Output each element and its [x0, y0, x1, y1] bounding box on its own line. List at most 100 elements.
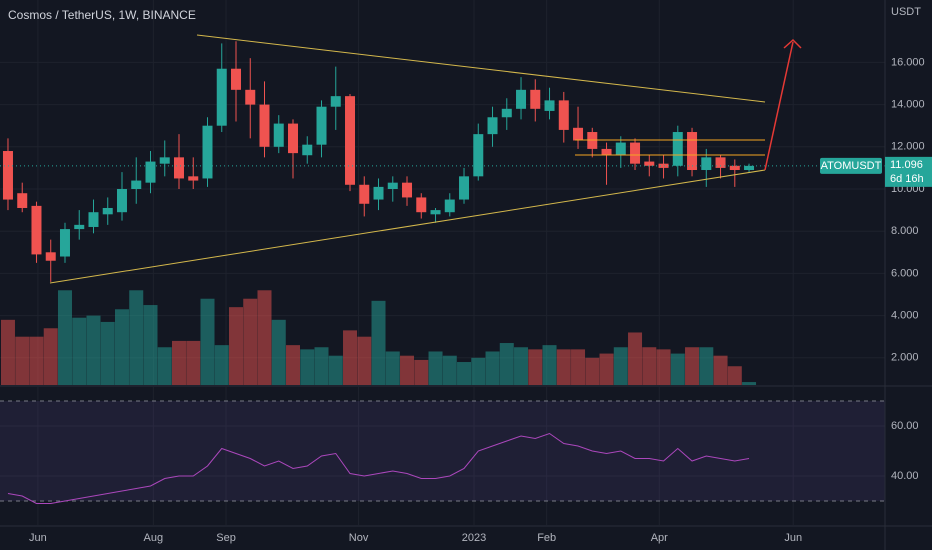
volume-bar: [343, 330, 358, 385]
volume-bar: [314, 347, 329, 385]
volume-bar: [0, 319, 15, 385]
candle-body: [316, 106, 327, 145]
candle-body: [2, 151, 13, 200]
trend-line-lower: [49, 169, 766, 284]
x-tick-label: Apr: [651, 532, 668, 544]
candle-body: [744, 165, 755, 171]
rsi-band-fill: [0, 401, 885, 501]
y-tick-label: 16.000: [891, 56, 925, 68]
candle-body: [288, 123, 299, 154]
volume-bar: [200, 298, 215, 385]
volume-bar: [15, 336, 30, 385]
candle-body: [701, 157, 712, 171]
forecast-arrowhead: [783, 38, 802, 49]
volume-bar: [571, 349, 586, 385]
volume-bar: [727, 366, 742, 385]
price-tag: [885, 156, 932, 187]
symbol-tag: [820, 157, 882, 174]
volume-bar: [442, 355, 457, 385]
candle-body: [416, 197, 427, 213]
candle-body: [687, 132, 698, 171]
candle-body: [88, 212, 99, 227]
volume-bar: [485, 351, 500, 385]
volume-bar: [628, 332, 643, 385]
volume-bar: [428, 351, 443, 385]
axis-label: USDT: [891, 6, 921, 18]
candle-body: [601, 148, 612, 156]
candle-body: [359, 184, 370, 204]
volume-bar: [685, 347, 700, 385]
volume-bar: [414, 359, 429, 385]
volume-bar: [400, 355, 415, 385]
candle-body: [573, 127, 584, 141]
x-tick-label: Jun: [29, 532, 47, 544]
x-tick-label: Feb: [537, 532, 556, 544]
candle-body: [259, 104, 270, 147]
candle-body: [216, 68, 227, 126]
volume-bar: [143, 305, 158, 385]
candle-body: [231, 68, 241, 90]
candle-body: [729, 165, 740, 171]
candle-body: [387, 182, 398, 189]
volume-bar: [742, 382, 757, 385]
candle-body: [615, 142, 626, 156]
volume-bar: [271, 319, 286, 385]
trend-line-upper: [196, 34, 766, 103]
volume-bar: [613, 347, 628, 385]
candle-body: [373, 186, 384, 200]
volume-bar: [642, 347, 657, 385]
volume-bar: [371, 300, 386, 385]
candle-body: [430, 210, 441, 215]
volume-bar: [499, 343, 514, 385]
x-tick-label: Sep: [216, 532, 236, 544]
candle-body: [630, 142, 641, 164]
volume-bar: [457, 362, 472, 385]
x-tick-label: 2023: [462, 532, 486, 544]
volume-bar: [656, 349, 671, 385]
volume-bar: [528, 349, 543, 385]
volume-bar: [129, 290, 144, 385]
volume-bar: [300, 349, 315, 385]
volume-bar: [171, 340, 186, 385]
candle-body: [188, 176, 199, 181]
candle-body: [45, 252, 56, 261]
volume-bar: [214, 345, 229, 385]
symbol-label: ATOMUSDT: [821, 160, 882, 172]
volume-bar: [29, 336, 44, 385]
candle-body: [145, 161, 156, 183]
forecast-arrow: [764, 41, 794, 171]
volume-bar: [186, 340, 201, 385]
candle-body: [273, 123, 284, 147]
x-tick-label: Aug: [144, 532, 164, 544]
candle-body: [558, 100, 569, 130]
y-tick-label: 60.00: [891, 420, 919, 432]
candle-body: [131, 180, 142, 189]
candle-body: [658, 163, 669, 168]
volume-bar: [257, 290, 272, 385]
volume-bar: [357, 336, 372, 385]
candle-body: [302, 144, 313, 156]
candle-body: [173, 157, 184, 179]
y-tick-label: 2.000: [891, 352, 919, 364]
volume-bar: [100, 321, 115, 385]
candle-body: [501, 108, 512, 118]
candle-body: [672, 132, 683, 166]
x-tick-label: Nov: [349, 532, 369, 544]
candle-body: [159, 157, 170, 164]
candle-body: [330, 96, 341, 107]
volume-bar: [43, 328, 58, 385]
volume-bar: [286, 345, 301, 385]
y-tick-label: 12.000: [891, 141, 925, 153]
volume-bar: [542, 345, 557, 385]
volume-bar: [385, 351, 400, 385]
candle-body: [715, 157, 726, 168]
volume-bar: [243, 298, 258, 385]
chart-title: Cosmos / TetherUS, 1W, BINANCE: [8, 8, 196, 22]
price-label: 11.096: [890, 159, 923, 171]
candle-body: [402, 182, 413, 198]
candle-body: [102, 207, 113, 215]
candle-body: [345, 96, 356, 185]
candle-body: [74, 224, 85, 230]
